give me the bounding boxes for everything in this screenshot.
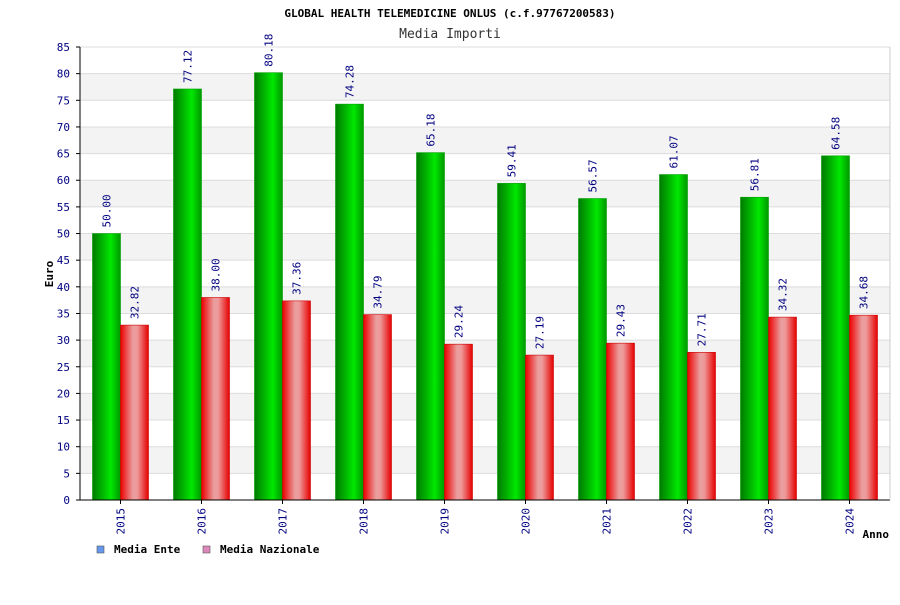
x-axis-title: Anno xyxy=(863,528,890,541)
bar-media-nazionale-2020 xyxy=(525,354,554,501)
y-tick-label: 15 xyxy=(57,414,70,427)
bar-media-nazionale-2015 xyxy=(120,324,149,501)
y-tick-label: 20 xyxy=(57,387,70,400)
bar-media-ente-2017 xyxy=(254,72,283,501)
x-tick-label: 2020 xyxy=(520,508,533,535)
plot-band xyxy=(80,100,890,127)
y-tick-label: 40 xyxy=(57,281,70,294)
y-tick-label: 65 xyxy=(57,148,70,161)
y-tick-label: 55 xyxy=(57,201,70,214)
bar-media-nazionale-2019 xyxy=(444,343,473,501)
value-label: 50.00 xyxy=(101,194,114,227)
x-tick-label: 2019 xyxy=(439,508,452,535)
bar-media-nazionale-2023 xyxy=(768,316,797,501)
legend-swatch xyxy=(96,545,105,554)
bar-media-nazionale-2018 xyxy=(363,314,392,501)
bar-media-ente-2021 xyxy=(578,198,607,501)
y-tick-label: 5 xyxy=(63,467,70,480)
value-label: 37.36 xyxy=(291,262,304,295)
bar-media-ente-2022 xyxy=(659,174,688,501)
bar-media-ente-2015 xyxy=(92,233,121,501)
x-tick-label: 2018 xyxy=(358,508,371,535)
value-label: 34.79 xyxy=(372,275,385,308)
value-label: 29.43 xyxy=(615,304,628,337)
legend: Media Ente Media Nazionale xyxy=(96,543,320,556)
value-label: 80.18 xyxy=(263,34,276,67)
value-label: 65.18 xyxy=(425,114,438,147)
plot-band xyxy=(80,126,890,154)
value-label: 56.57 xyxy=(587,159,600,192)
x-tick-label: 2017 xyxy=(277,508,290,535)
x-tick-label: 2015 xyxy=(115,508,128,535)
y-tick-label: 80 xyxy=(57,68,70,81)
legend-label: Media Nazionale xyxy=(220,543,320,556)
x-tick-label: 2024 xyxy=(844,508,857,535)
value-label: 27.19 xyxy=(534,316,547,349)
axes-group: 0 5 10 15 20 25 30 35 40 45 50 55 60 65 70 75 80 85 2015 20… xyxy=(43,41,891,541)
value-label: 32.82 xyxy=(129,286,142,319)
value-label: 64.58 xyxy=(830,117,843,150)
value-label: 77.12 xyxy=(182,50,195,83)
value-label: 34.32 xyxy=(777,278,790,311)
bar-media-nazionale-2016 xyxy=(201,297,230,501)
bar-media-ente-2016 xyxy=(173,88,202,501)
y-tick-label: 75 xyxy=(57,94,70,107)
plot-band xyxy=(80,73,890,101)
y-tick-label: 60 xyxy=(57,174,70,187)
bar-media-nazionale-2024 xyxy=(849,314,878,501)
x-tick-label: 2021 xyxy=(601,508,614,535)
value-label: 56.81 xyxy=(749,158,762,191)
value-label: 61.07 xyxy=(668,135,681,168)
value-label: 38.00 xyxy=(210,258,223,291)
y-tick-label: 85 xyxy=(57,41,70,54)
bar-media-ente-2019 xyxy=(416,152,445,501)
y-axis-title: Euro xyxy=(43,260,56,287)
legend-swatch xyxy=(202,545,211,554)
bar-media-nazionale-2017 xyxy=(282,300,311,501)
bar-media-ente-2023 xyxy=(740,196,769,501)
x-tick-label: 2023 xyxy=(763,508,776,535)
y-tick-label: 25 xyxy=(57,361,70,374)
y-tick-label: 10 xyxy=(57,441,70,454)
value-label: 34.68 xyxy=(858,276,871,309)
chart-title: GLOBAL HEALTH TELEMEDICINE ONLUS (c.f.97… xyxy=(284,7,615,20)
plot-band xyxy=(80,153,890,181)
bars-group xyxy=(92,72,878,501)
value-label: 27.71 xyxy=(696,313,709,346)
bar-media-ente-2018 xyxy=(335,103,364,501)
y-tick-label: 35 xyxy=(57,307,70,320)
value-label: 59.41 xyxy=(506,144,519,177)
y-tick-label: 50 xyxy=(57,228,70,241)
legend-label: Media Ente xyxy=(114,543,181,556)
y-tick-label: 45 xyxy=(57,254,70,267)
plot-band xyxy=(80,47,890,74)
x-tick-label: 2022 xyxy=(682,508,695,535)
bar-media-ente-2024 xyxy=(821,155,850,501)
value-label: 29.24 xyxy=(453,305,466,338)
bar-media-nazionale-2022 xyxy=(687,352,716,501)
y-tick-label: 70 xyxy=(57,121,70,134)
value-labels-group: 50.00 32.82 77.12 38.00 80.18 37.36 74.28 34.79… xyxy=(101,34,871,350)
y-tick-label: 0 xyxy=(63,494,70,507)
bar-media-nazionale-2021 xyxy=(606,342,635,501)
bar-media-ente-2020 xyxy=(497,183,526,501)
chart-subtitle: Media Importi xyxy=(399,27,501,42)
value-label: 74.28 xyxy=(344,65,357,98)
x-tick-label: 2016 xyxy=(196,508,209,535)
y-tick-label: 30 xyxy=(57,334,70,347)
